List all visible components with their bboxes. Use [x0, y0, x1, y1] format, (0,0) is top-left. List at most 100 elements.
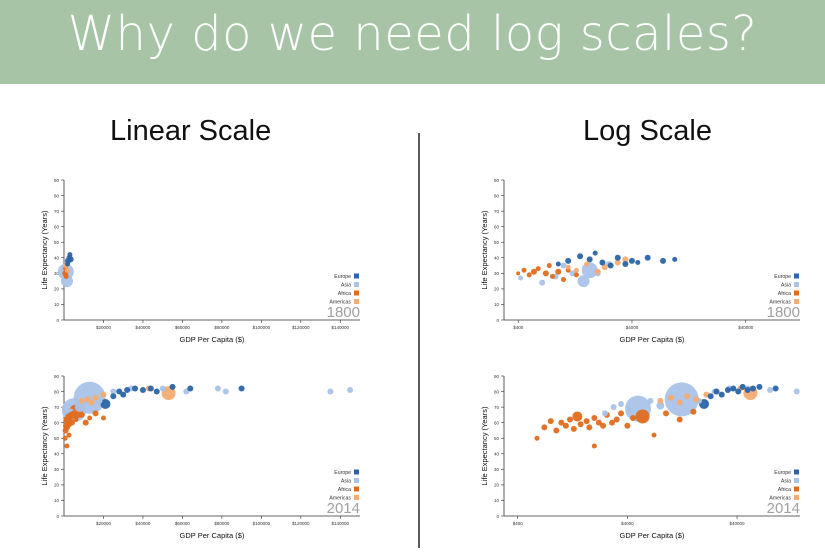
point-asia	[767, 387, 774, 393]
point-europe	[718, 391, 725, 398]
point-africa	[562, 422, 569, 429]
y-tick-label: 80	[54, 193, 60, 198]
point-europe	[592, 250, 598, 256]
legend-swatch-africa	[794, 290, 799, 296]
point-americas	[601, 264, 608, 271]
point-europe	[644, 254, 651, 261]
y-tick-label: 50	[494, 240, 500, 245]
point-europe	[744, 387, 751, 393]
title-band: Why do we need log scales?	[0, 0, 825, 84]
point-europe	[772, 385, 779, 392]
point-europe	[139, 387, 146, 393]
point-africa	[555, 268, 562, 275]
point-asia	[222, 388, 229, 395]
point-asia	[601, 410, 608, 417]
point-africa	[68, 419, 75, 426]
point-africa	[87, 415, 93, 421]
point-europe	[750, 385, 757, 392]
x-tick-label: $400	[513, 325, 524, 330]
point-africa	[100, 415, 106, 421]
x-tick-label: $140000	[332, 521, 350, 526]
y-tick-label: 80	[54, 389, 60, 394]
y-axis-label: Life Expectancy (Years)	[480, 210, 489, 289]
linear-1800-chart: 0 10 20 30 40 50 60 70 80 90 $20000 $40000 $60000 $80…	[40, 178, 360, 344]
legend-swatch-asia	[354, 478, 359, 483]
y-tick-label: 90	[54, 374, 60, 379]
log-scale-heading: Log Scale	[583, 115, 712, 147]
point-europe	[147, 385, 154, 392]
y-tick-label: 40	[54, 256, 60, 261]
point-americas	[684, 393, 691, 400]
point-europe	[713, 388, 720, 395]
point-asia	[560, 262, 567, 269]
x-tick-label: $400	[513, 521, 524, 526]
point-africa	[73, 417, 79, 423]
point-africa	[573, 272, 579, 278]
y-tick-label: 70	[54, 209, 60, 214]
legend-label-americas: Americas	[769, 300, 791, 306]
y-tick-label: 60	[54, 224, 60, 229]
y-tick-label: 30	[54, 467, 60, 472]
y-tick-label: 0	[56, 514, 59, 519]
slide-title: Why do we need log scales?	[67, 6, 758, 62]
point-europe	[672, 256, 678, 262]
point-africa	[629, 415, 636, 421]
point-asia	[327, 388, 334, 395]
x-tick-label: $100000	[253, 325, 271, 330]
point-asia	[647, 397, 654, 404]
year-label: 1800	[767, 304, 800, 321]
point-americas	[573, 267, 579, 273]
y-tick-label: 90	[494, 374, 500, 379]
point-europe	[756, 383, 763, 390]
point-europe	[65, 261, 71, 267]
y-tick-label: 20	[54, 483, 60, 488]
y-tick-label: 90	[54, 178, 60, 183]
point-africa	[690, 408, 697, 415]
point-africa	[82, 419, 89, 426]
y-tick-label: 60	[54, 420, 60, 425]
x-tick-label: $120000	[292, 325, 310, 330]
x-tick-label: $40000	[135, 325, 151, 330]
point-americas	[64, 267, 70, 273]
y-tick-label: 0	[496, 514, 499, 519]
point-americas	[622, 256, 629, 263]
point-africa	[618, 410, 625, 417]
point-africa	[609, 419, 616, 426]
point-americas	[668, 394, 675, 401]
legend-swatch-europe	[794, 469, 799, 475]
y-tick-label: 10	[54, 302, 60, 307]
y-tick-label: 50	[54, 240, 60, 245]
point-africa	[534, 435, 540, 441]
legend-swatch-africa	[354, 486, 359, 492]
x-tick-label: $4000	[626, 325, 639, 330]
y-tick-label: 40	[494, 256, 500, 261]
point-africa	[542, 270, 549, 277]
point-americas	[584, 261, 590, 267]
point-asia	[626, 407, 633, 414]
legend-label-europe: Europe	[334, 470, 351, 476]
log-1800-chart: 0 10 20 30 40 50 60 70 80 90 $400 $4000 $40000 GDP Pe…	[480, 178, 800, 344]
legend-swatch-americas	[794, 299, 799, 304]
legend-label-africa: Africa	[778, 291, 791, 297]
year-label: 2014	[767, 500, 800, 517]
point-europe	[120, 391, 127, 398]
legend-label-americas: Americas	[769, 496, 791, 502]
y-tick-label: 70	[494, 405, 500, 410]
point-asia	[214, 385, 221, 392]
y-axis-label: Life Expectancy (Years)	[480, 406, 489, 485]
point-asia	[793, 388, 800, 395]
point-americas	[565, 264, 571, 270]
point-africa	[662, 410, 669, 417]
legend-swatch-americas	[794, 495, 799, 500]
legend-label-europe: Europe	[774, 274, 791, 280]
point-africa	[577, 421, 584, 428]
point-americas	[92, 394, 99, 401]
legend-swatch-asia	[794, 478, 799, 483]
linear-scale-heading: Linear Scale	[110, 115, 272, 147]
point-africa	[516, 271, 521, 276]
point-americas	[88, 399, 95, 406]
point-europe	[628, 257, 635, 264]
point-europe	[124, 387, 131, 393]
legend-label-asia: Asia	[781, 479, 791, 485]
point-africa	[92, 410, 99, 417]
